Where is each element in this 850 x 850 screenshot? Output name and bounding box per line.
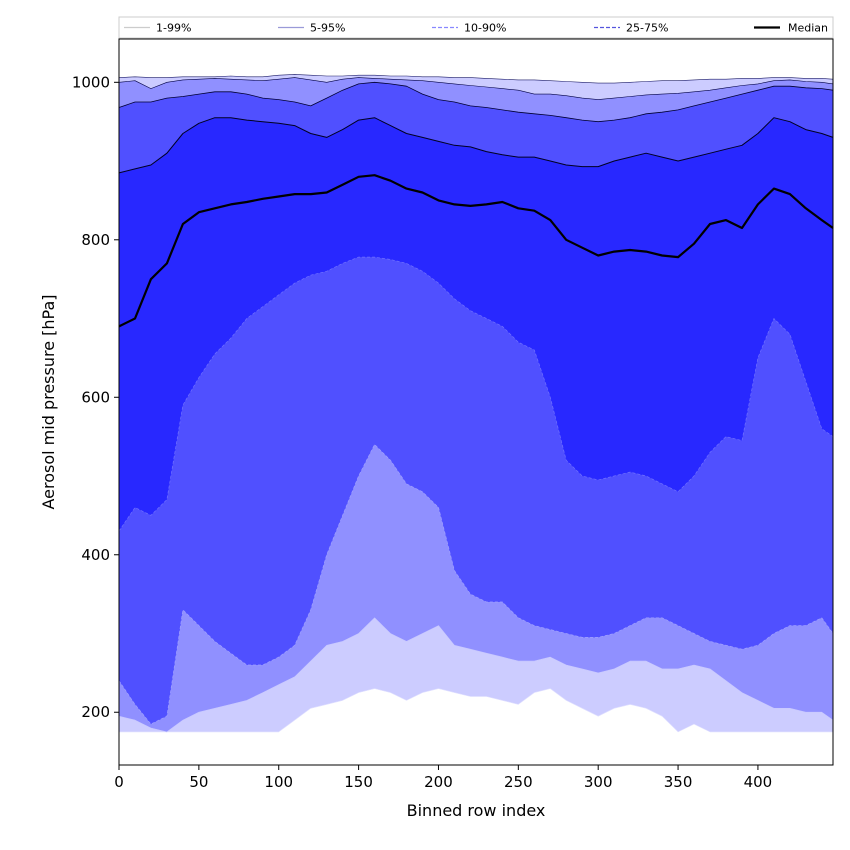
x-tick-label-50: 50 [189, 773, 208, 791]
y-tick-label-1000: 1000 [72, 73, 110, 91]
plot-frame [118, 38, 834, 766]
legend-box [118, 16, 834, 39]
x-tick-label-0: 0 [114, 773, 124, 791]
line-p25 [118, 256, 834, 532]
legend-label-0: 1-99% [156, 22, 191, 35]
line-p90 [118, 81, 834, 123]
x-axis-label: Binned row index [407, 801, 546, 820]
x-axis: 0 50 100 150 200 250 300 350 400 [114, 765, 772, 791]
y-tick-label-600: 600 [81, 388, 110, 406]
y-tick-label-400: 400 [81, 546, 110, 564]
x-tick-label-400: 400 [744, 773, 773, 791]
legend-label-3: 25-75% [626, 22, 668, 35]
y-tick-label-800: 800 [81, 231, 110, 249]
x-tick-label-100: 100 [264, 773, 293, 791]
x-tick-label-150: 150 [344, 773, 373, 791]
legend-label-2: 10-90% [464, 22, 506, 35]
line-p10 [118, 444, 834, 725]
x-tick-label-300: 300 [584, 773, 613, 791]
percentile-bands [119, 74, 833, 732]
percentile-lines [118, 74, 834, 733]
line-p95 [118, 77, 834, 100]
line-p75 [118, 117, 834, 174]
y-tick-label-200: 200 [81, 703, 110, 721]
legend-label-4: Median [788, 22, 828, 35]
x-tick-label-350: 350 [664, 773, 693, 791]
x-tick-label-200: 200 [424, 773, 453, 791]
x-tick-label-250: 250 [504, 773, 533, 791]
line-p5 [118, 617, 834, 733]
y-axis: 200 400 600 800 1000 [72, 73, 119, 721]
y-axis-label: Aerosol mid pressure [hPa] [39, 294, 58, 509]
legend-label-1: 5-95% [310, 22, 345, 35]
line-median [118, 174, 834, 328]
legend: 1-99% 5-95% 10-90% 25-75% Median [118, 16, 834, 39]
band-p25-p75 [119, 117, 833, 532]
line-p1 [119, 688, 833, 733]
line-p99 [118, 74, 834, 84]
